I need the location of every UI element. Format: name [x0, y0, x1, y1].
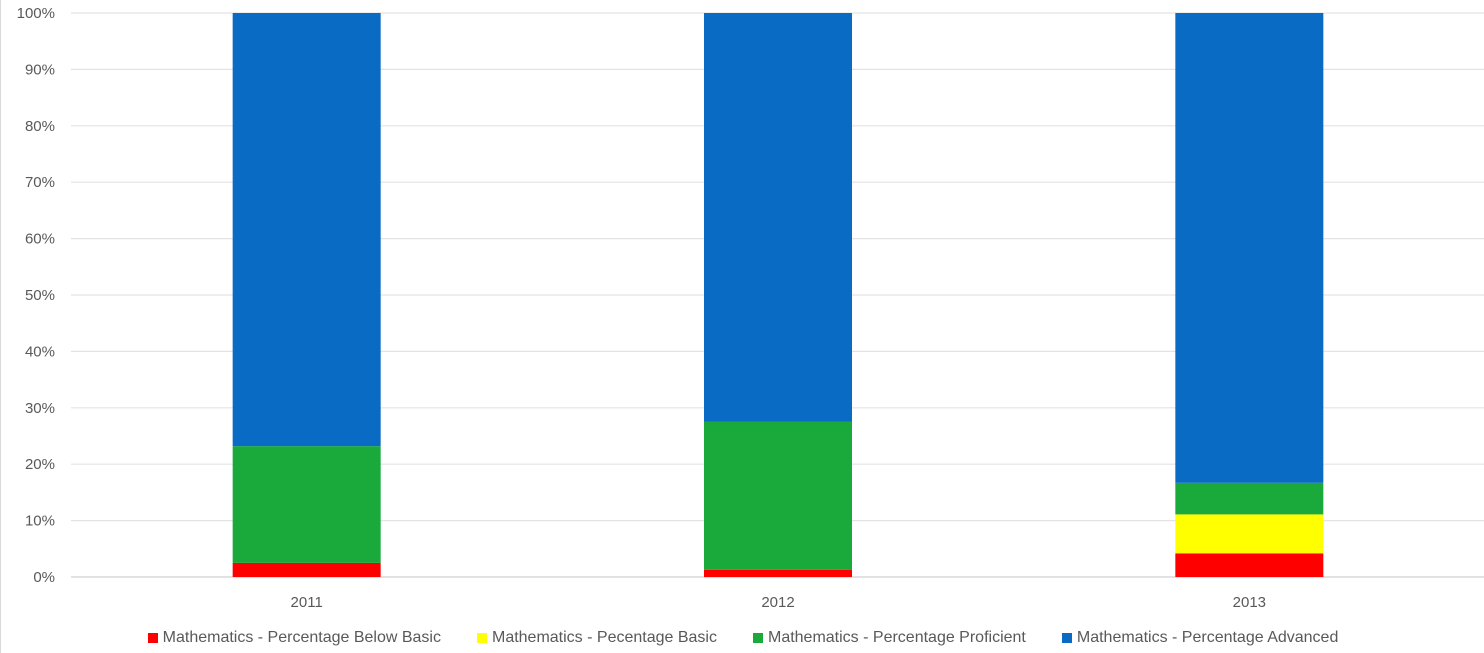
y-tick-label: 20%	[25, 456, 55, 473]
x-tick-label: 2011	[291, 594, 323, 611]
bar-segment-2012	[704, 569, 852, 577]
y-axis-ticks: 0% 10% 20% 30% 40% 50% 60% 70% 80% 90% 100%	[17, 5, 55, 586]
y-tick-label: 60%	[25, 231, 55, 248]
bar-segment-2012	[704, 13, 852, 422]
y-tick-label: 50%	[25, 287, 55, 304]
x-tick-label: 2012	[761, 594, 794, 611]
legend-label: Mathematics - Pecentage Basic	[491, 629, 717, 646]
legend-label: Mathematics - Percentage Below Basic	[162, 629, 441, 646]
y-tick-label: 10%	[25, 513, 55, 530]
legend-item: Mathematics - Percentage Below Basic	[147, 629, 441, 647]
bar-segment-2013	[1175, 13, 1324, 483]
legend-swatch	[476, 633, 487, 643]
legend: Mathematics - Percentage Below Basic Math…	[1, 629, 1484, 647]
legend-label: Mathematics - Percentage Advanced	[1076, 629, 1339, 646]
bar-segment-2013	[1175, 514, 1324, 554]
legend-swatch	[147, 633, 158, 643]
legend-label: Mathematics - Percentage Proficient	[767, 629, 1026, 646]
bar-segment-2013	[1175, 482, 1324, 515]
y-tick-label: 40%	[25, 343, 55, 360]
legend-swatch	[1061, 633, 1072, 643]
legend-swatch	[752, 633, 763, 643]
x-tick-label: 2013	[1233, 594, 1266, 611]
y-tick-label: 80%	[25, 118, 55, 135]
legend-item: Mathematics - Percentage Proficient	[752, 629, 1026, 647]
y-tick-label: 30%	[25, 400, 55, 417]
y-tick-label: 100%	[17, 5, 55, 22]
bar-segment-2011	[232, 446, 381, 563]
legend-item: Mathematics - Percentage Advanced	[1061, 629, 1339, 647]
bar-segment-2012	[704, 421, 852, 570]
bars	[232, 13, 1324, 577]
y-tick-label: 70%	[25, 174, 55, 191]
bar-segment-2011	[232, 562, 381, 577]
y-tick-label: 90%	[25, 61, 55, 78]
x-axis-ticks: 2011 2012 2013	[291, 594, 1266, 611]
bar-segment-2011	[232, 13, 381, 447]
y-tick-label: 0%	[33, 569, 55, 586]
bar-segment-2013	[1175, 553, 1324, 577]
legend-item: Mathematics - Pecentage Basic	[476, 629, 717, 647]
